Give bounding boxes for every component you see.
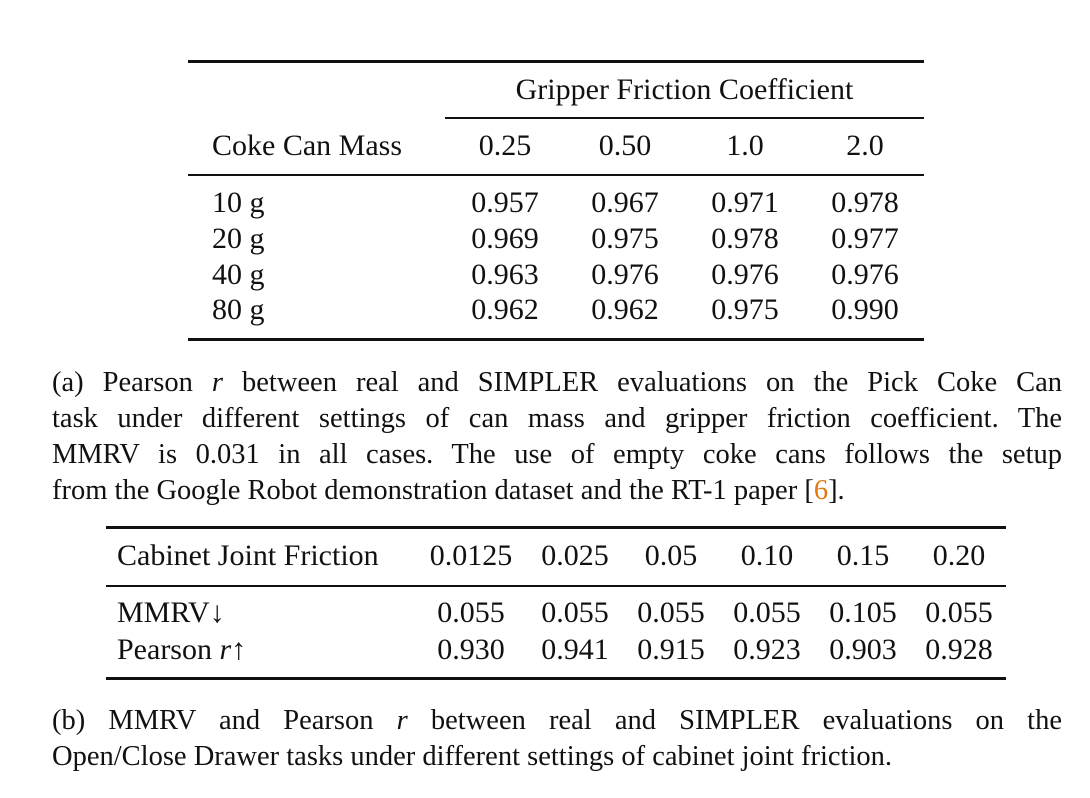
table-b-col-header: 0.15 bbox=[836, 539, 890, 572]
table-a-col-header: 0.25 bbox=[478, 129, 532, 162]
table-a-col-header: 0.50 bbox=[598, 129, 652, 162]
table-a-cell: 0.967 bbox=[591, 186, 659, 219]
table-b-cell: 0.941 bbox=[541, 633, 609, 666]
table-b-cell: 0.055 bbox=[437, 596, 505, 629]
caption-a-line: (a) Pearson r between real and SIMPLER e… bbox=[52, 367, 1063, 398]
table-a-cell: 0.975 bbox=[711, 293, 779, 326]
table-b-row-label: MMRV↓ bbox=[117, 596, 225, 629]
table-a-cell: 0.976 bbox=[591, 258, 659, 291]
citation-link[interactable]: 6 bbox=[813, 475, 829, 506]
table-b-col-header: 0.20 bbox=[932, 539, 986, 572]
table-a-cell: 0.976 bbox=[711, 258, 779, 291]
table-b-col-header: 0.025 bbox=[541, 539, 609, 572]
caption-a-line: from the Google Robot demonstration data… bbox=[52, 475, 845, 506]
table-a-cell: 0.977 bbox=[831, 222, 899, 255]
caption-b-line: Open/Close Drawer tasks under different … bbox=[52, 741, 892, 772]
table-a-cell: 0.975 bbox=[591, 222, 659, 255]
table-b-row-label: Pearson r↑ bbox=[117, 633, 247, 666]
table-a-mid-rule bbox=[188, 174, 924, 176]
table-a-cell: 0.971 bbox=[711, 186, 779, 219]
table-a-cell: 0.962 bbox=[591, 293, 659, 326]
table-a-row-label: 40 g bbox=[212, 258, 265, 291]
table-a-cell: 0.978 bbox=[831, 186, 899, 219]
table-a-top-rule bbox=[188, 60, 924, 63]
table-b-top-rule bbox=[106, 526, 1006, 529]
table-a-cell: 0.978 bbox=[711, 222, 779, 255]
table-b-mid-rule bbox=[106, 585, 1006, 587]
table-a-cell: 0.957 bbox=[471, 186, 539, 219]
table-a-cell: 0.963 bbox=[471, 258, 539, 291]
table-b-bottom-rule bbox=[106, 677, 1006, 680]
table-a-cell: 0.990 bbox=[831, 293, 899, 326]
table-a-row-label: 10 g bbox=[212, 186, 265, 219]
table-a-row-label: 20 g bbox=[212, 222, 265, 255]
table-a-cell: 0.962 bbox=[471, 293, 539, 326]
table-b-cell: 0.915 bbox=[637, 633, 705, 666]
table-a-group-rule bbox=[445, 117, 924, 119]
table-b-cell: 0.928 bbox=[925, 633, 993, 666]
table-a-cell: 0.976 bbox=[831, 258, 899, 291]
table-b-col-header: 0.10 bbox=[740, 539, 794, 572]
table-b-cell: 0.903 bbox=[829, 633, 897, 666]
caption-b-line: (b) MMRV and Pearson r between real and … bbox=[52, 705, 1063, 736]
table-b-cell: 0.923 bbox=[733, 633, 801, 666]
caption-a-line: MMRV is 0.031 in all cases. The use of e… bbox=[52, 439, 1062, 470]
table-b-cell: 0.055 bbox=[541, 596, 609, 629]
table-a-bottom-rule bbox=[188, 338, 924, 341]
table-a-row-label: 80 g bbox=[212, 293, 265, 326]
table-b-cell: 0.055 bbox=[733, 596, 801, 629]
table-b-cell: 0.055 bbox=[925, 596, 993, 629]
table-a-col-header: 2.0 bbox=[846, 129, 884, 162]
table-b-cell: 0.930 bbox=[437, 633, 505, 666]
caption-b: (b) MMRV and Pearson r between real and … bbox=[52, 703, 1062, 775]
table-b-cell: 0.055 bbox=[637, 596, 705, 629]
table-b-row-header: Cabinet Joint Friction bbox=[117, 539, 379, 572]
table-a-group-header: Gripper Friction Coefficient bbox=[515, 73, 854, 106]
table-b-col-header: 0.0125 bbox=[429, 539, 513, 572]
caption-a-line: task under different settings of can mas… bbox=[52, 403, 1062, 434]
table-b-col-header: 0.05 bbox=[644, 539, 698, 572]
table-a-row-header: Coke Can Mass bbox=[212, 129, 402, 162]
caption-a: (a) Pearson r between real and SIMPLER e… bbox=[52, 365, 1062, 509]
table-b-cell: 0.105 bbox=[829, 596, 897, 629]
table-a-col-header: 1.0 bbox=[726, 129, 764, 162]
table-a-cell: 0.969 bbox=[471, 222, 539, 255]
